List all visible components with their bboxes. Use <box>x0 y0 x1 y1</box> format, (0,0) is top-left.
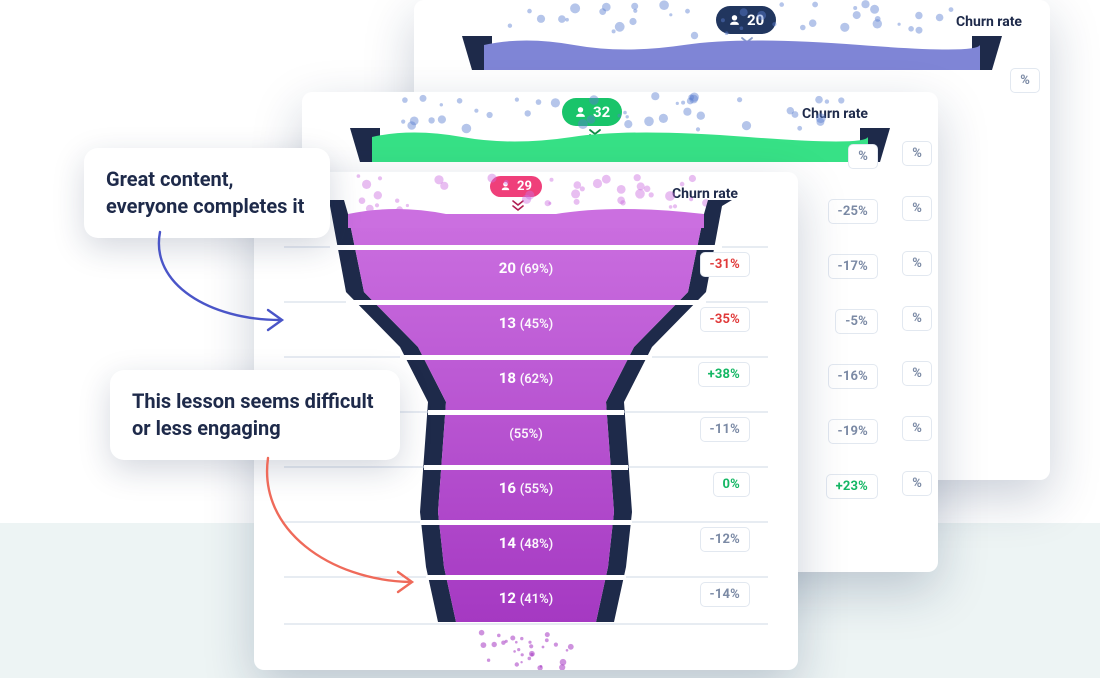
annotation-line: or less engaging <box>132 415 374 442</box>
churn-rate-chip: +23% <box>826 474 878 499</box>
funnel-top-wave <box>414 0 1050 70</box>
annotation-line: Great content, <box>106 166 304 193</box>
churn-rate-chip-stub: % <box>902 361 932 386</box>
churn-rate-chip: -35% <box>700 307 750 332</box>
churn-rate-chip-stub: % <box>902 141 932 166</box>
churn-rate-chip-stub: % <box>902 471 932 496</box>
churn-rate-chip-stub: % <box>902 196 932 221</box>
churn-rate-chip: +38% <box>698 362 750 387</box>
churn-rate-chip: % <box>1010 68 1040 93</box>
annotation-line: everyone completes it <box>106 193 304 220</box>
annotation-line: This lesson seems difficult <box>132 388 374 415</box>
churn-rate-chip-stub: % <box>902 416 932 441</box>
churn-rate-chip-stub: % <box>902 306 932 331</box>
funnel-top-wave <box>302 92 938 162</box>
churn-rate-chip: -14% <box>700 582 750 607</box>
churn-rate-chip: -16% <box>828 364 878 389</box>
churn-rate-chip: -11% <box>700 417 750 442</box>
annotation-arrow <box>140 224 320 354</box>
annotation-arrow <box>250 450 450 610</box>
churn-rate-chip: 0% <box>713 472 750 497</box>
churn-rate-chip: -5% <box>835 309 878 334</box>
churn-rate-chip: -31% <box>700 252 750 277</box>
churn-rate-chip: -17% <box>828 254 878 279</box>
churn-rate-chip: % <box>848 144 878 169</box>
churn-rate-chip-stub: % <box>902 251 932 276</box>
annotation-difficult-lesson: This lesson seems difficult or less enga… <box>110 370 400 460</box>
churn-rate-chip: -12% <box>700 527 750 552</box>
churn-rate-chip: -25% <box>828 199 878 224</box>
churn-rate-chip: -19% <box>828 419 878 444</box>
